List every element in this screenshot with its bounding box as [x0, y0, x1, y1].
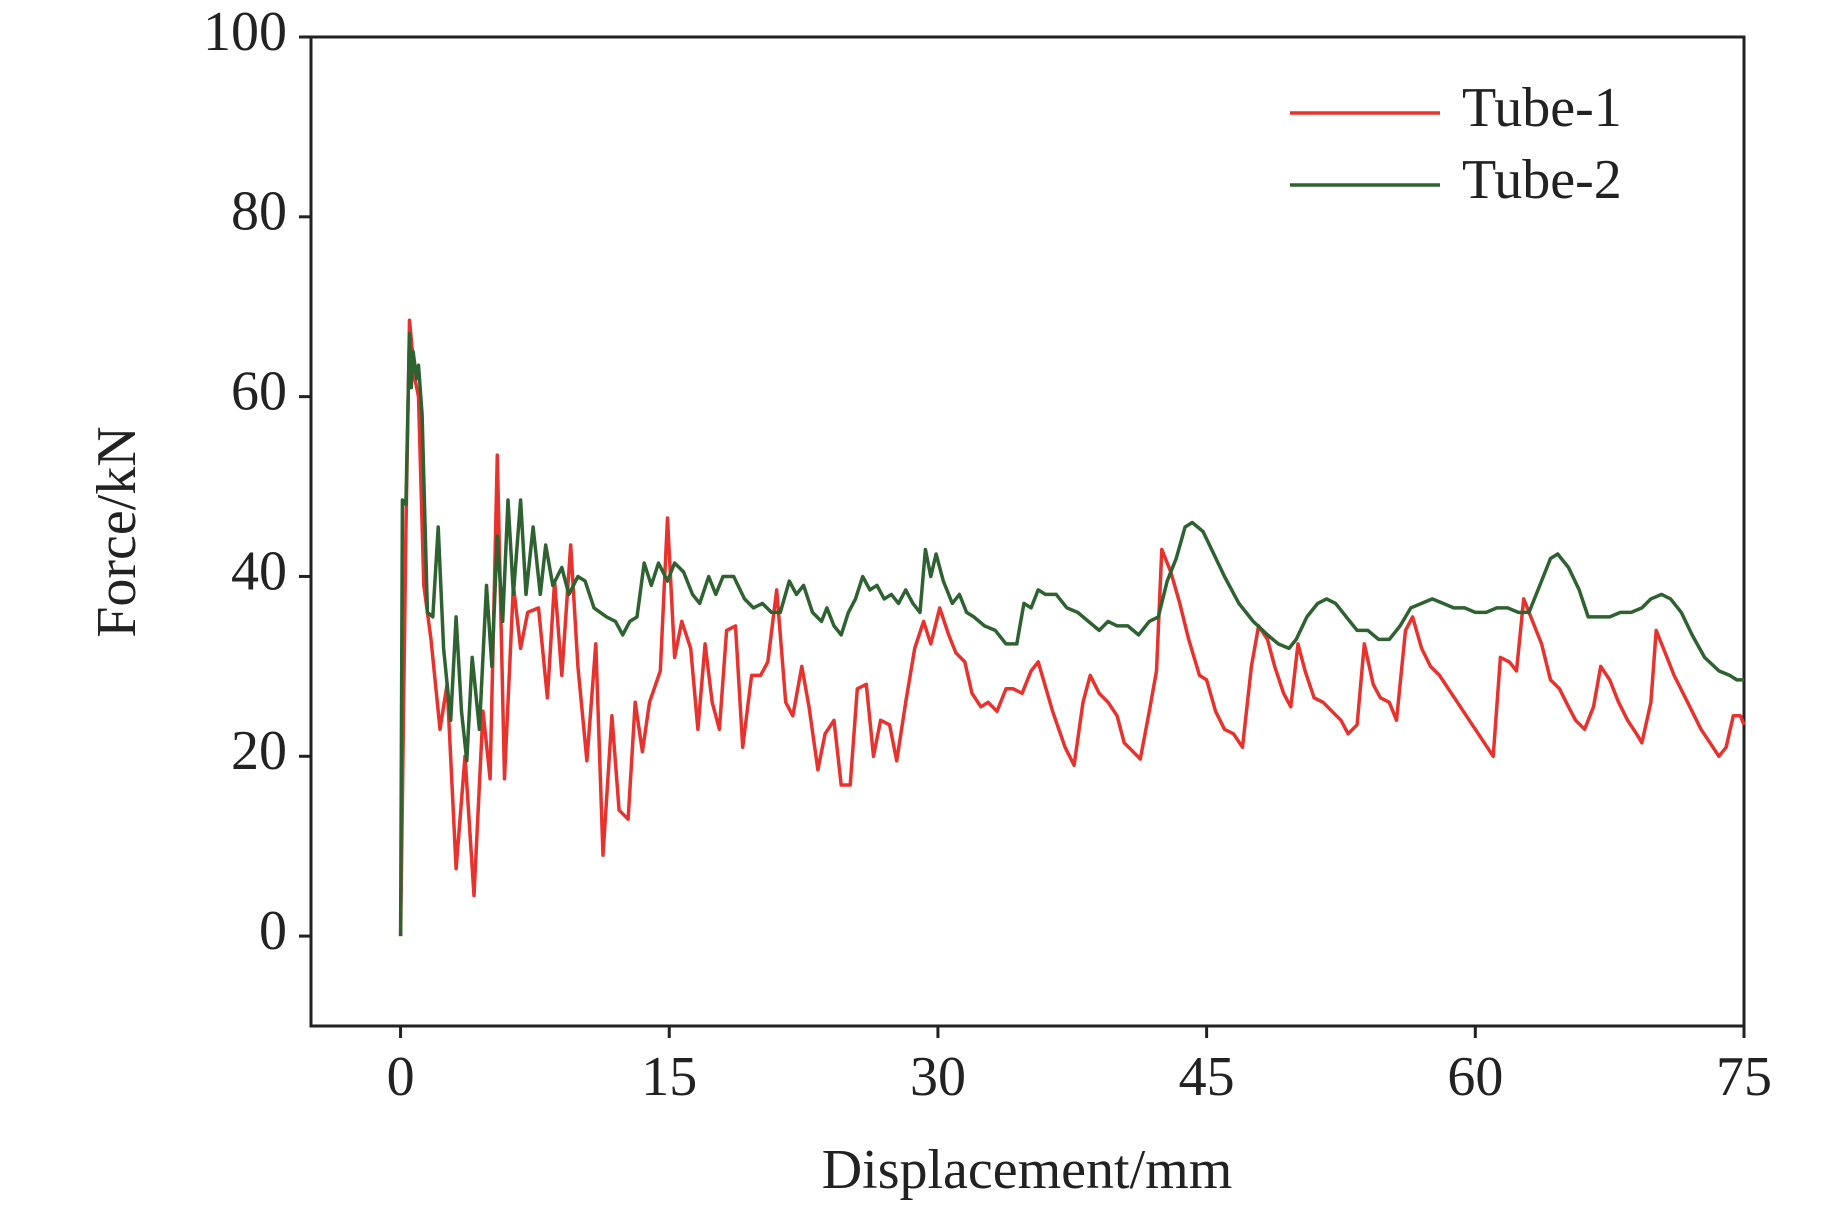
- y-axis-label: Force/kN: [86, 426, 148, 638]
- x-tick-label: 0: [387, 1046, 415, 1108]
- y-tick-label: 40: [231, 540, 287, 602]
- y-tick-label: 20: [231, 720, 287, 782]
- legend-label: Tube-1: [1462, 77, 1622, 139]
- x-tick-label: 60: [1447, 1046, 1503, 1108]
- legend-label: Tube-2: [1462, 149, 1622, 211]
- x-tick-label: 15: [641, 1046, 697, 1108]
- x-tick-label: 45: [1179, 1046, 1235, 1108]
- line-series: [398, 318, 1746, 937]
- y-tick-label: 80: [231, 181, 287, 243]
- x-tick-label: 30: [910, 1046, 966, 1108]
- line-series: [398, 331, 1744, 937]
- x-axis-label: Displacement/mm: [822, 1139, 1233, 1201]
- y-tick-label: 0: [259, 900, 287, 962]
- plot-frame: [309, 35, 1746, 1028]
- y-tick-label: 100: [203, 1, 287, 63]
- y-tick-label: 60: [231, 360, 287, 422]
- x-tick-label: 75: [1716, 1046, 1772, 1108]
